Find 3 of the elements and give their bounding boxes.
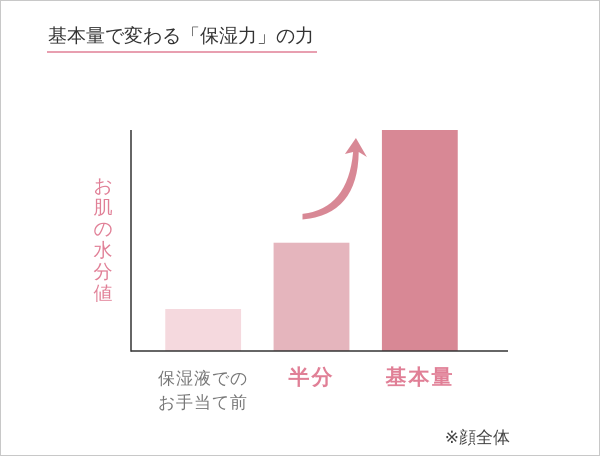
title: 基本量で変わる「保湿力」の力 — [48, 26, 314, 47]
ylabel: お肌の水分値 — [94, 176, 112, 304]
annotation: ※顔全体 — [444, 428, 510, 447]
